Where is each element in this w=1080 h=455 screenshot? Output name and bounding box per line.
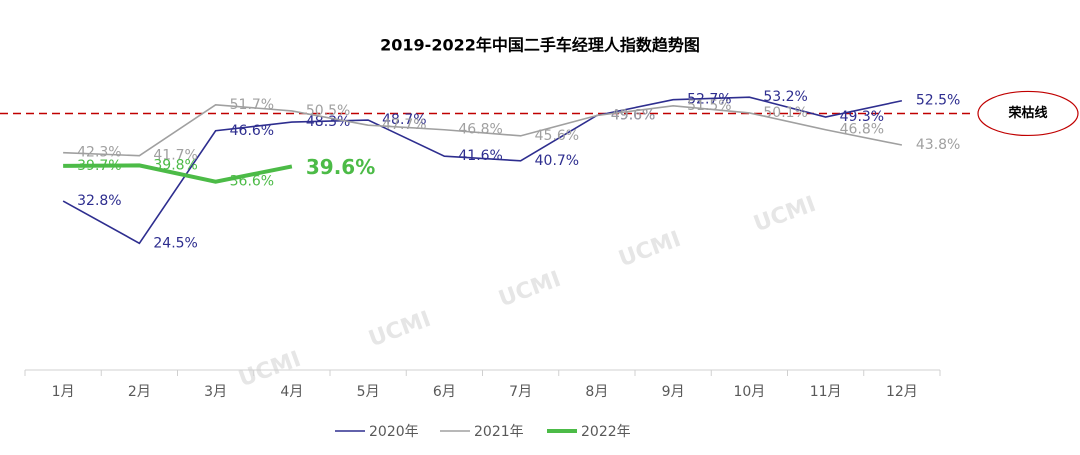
x-tick-label: 7月	[509, 384, 532, 400]
legend-label: 2020年	[369, 424, 419, 440]
data-label: 41.7%	[153, 148, 197, 164]
x-tick-label: 6月	[433, 384, 456, 400]
data-label: 53.2%	[763, 89, 807, 105]
data-label: 39.8%	[153, 157, 197, 173]
x-tick-label: 10月	[733, 384, 765, 400]
watermark: UCMI	[615, 227, 684, 272]
data-label: 32.8%	[77, 193, 121, 209]
data-label: 45.6%	[535, 128, 579, 144]
data-label: 36.6%	[230, 174, 274, 190]
legend-label: 2021年	[474, 424, 524, 440]
reference-label: 荣枯线	[1007, 105, 1047, 121]
data-label: 39.7%	[77, 158, 121, 174]
data-label: 48.7%	[382, 112, 426, 128]
watermark: UCMI	[495, 267, 564, 312]
x-tick-label: 2月	[128, 384, 151, 400]
data-label: 24.5%	[153, 235, 197, 251]
data-label: 49.6%	[611, 107, 655, 123]
data-label: 42.3%	[77, 145, 121, 161]
data-label: 49.3%	[840, 109, 884, 125]
data-label: 50.1%	[763, 105, 807, 121]
data-label: 51.7%	[230, 97, 274, 113]
series-line	[63, 163, 293, 184]
data-label: 51.5%	[687, 98, 731, 114]
x-tick-label: 12月	[886, 384, 918, 400]
chart-title: 2019-2022年中国二手车经理人指数趋势图	[380, 36, 700, 55]
reference-ellipse	[977, 90, 1079, 137]
x-tick-label: 3月	[204, 384, 227, 400]
data-label: 47.7%	[382, 117, 426, 133]
x-tick-label: 4月	[280, 384, 303, 400]
data-label: 43.8%	[916, 137, 960, 153]
data-label: 39.6%	[306, 155, 375, 179]
data-label: 50.5%	[306, 103, 350, 119]
x-tick-label: 11月	[810, 384, 842, 400]
data-label: 46.6%	[230, 123, 274, 139]
data-label: 41.6%	[458, 148, 502, 164]
x-tick-label: 9月	[662, 384, 685, 400]
series-line	[62, 96, 903, 245]
data-label: 46.8%	[840, 122, 884, 138]
data-label: 40.7%	[535, 153, 579, 169]
x-tick-label: 8月	[585, 384, 608, 400]
series-line	[63, 103, 903, 157]
x-tick-label: 1月	[52, 384, 75, 400]
watermark: UCMI	[365, 307, 434, 352]
data-label: 49.6%	[611, 107, 655, 123]
data-label: 46.8%	[458, 122, 502, 138]
watermark: UCMI	[750, 192, 819, 237]
data-label: 48.3%	[306, 114, 350, 130]
data-label: 52.5%	[916, 93, 960, 109]
legend-label: 2022年	[581, 424, 631, 440]
x-tick-label: 5月	[357, 384, 380, 400]
data-label: 52.7%	[687, 92, 731, 108]
